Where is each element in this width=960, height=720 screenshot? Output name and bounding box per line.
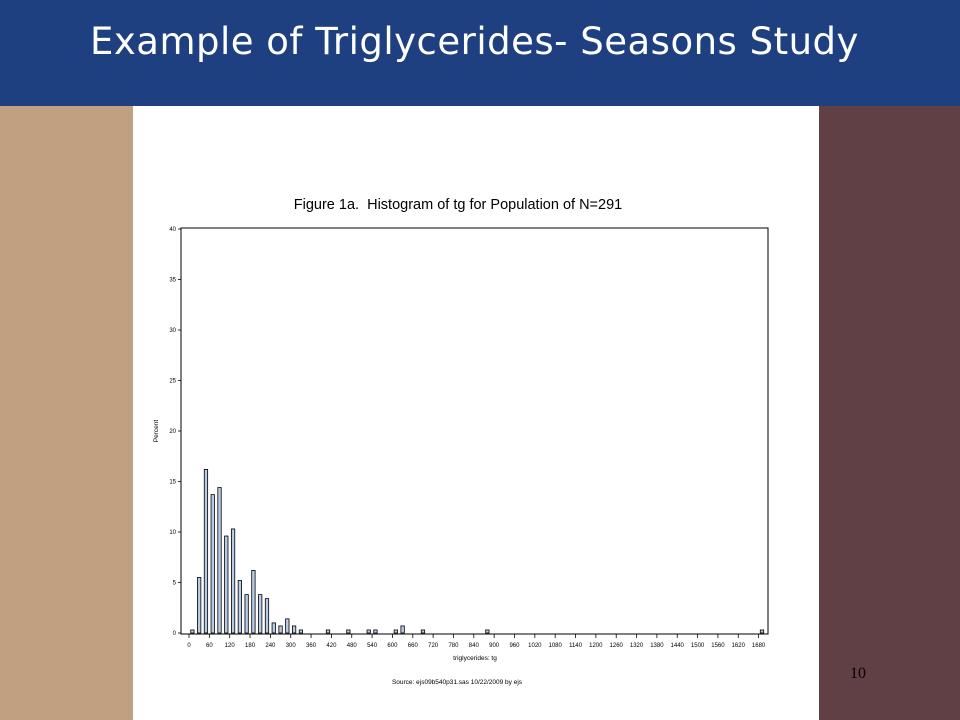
histogram-bar: [251, 569, 256, 634]
histogram-bar: [373, 629, 378, 634]
histogram-bar: [224, 535, 229, 634]
x-tick-label: 1200: [589, 643, 603, 649]
x-tick-label: 900: [489, 643, 500, 649]
histogram-bar: [203, 468, 209, 634]
plot-frame: [180, 227, 769, 635]
x-tick-label: 1680: [752, 643, 766, 649]
x-tick-label: 1620: [732, 643, 746, 649]
histogram-bar: [197, 577, 202, 634]
x-axis-label: triglycerides: tg: [453, 655, 497, 662]
histogram-bar: [759, 629, 765, 634]
histogram-bar: [264, 598, 270, 634]
histogram-bar: [285, 618, 290, 634]
y-tick-label: 35: [169, 278, 176, 284]
x-tick-label: 780: [448, 643, 459, 649]
x-tick-label: 300: [286, 643, 297, 649]
histogram-bar: [393, 629, 398, 634]
histogram-bar: [278, 625, 283, 634]
x-tick-label: 600: [387, 643, 398, 649]
source-footnote: Source: ejs09b540p31.sas 10/22/2009 by e…: [392, 679, 523, 686]
x-tick-label: 60: [206, 643, 213, 649]
histogram-bar: [420, 629, 426, 634]
x-tick-label: 1320: [630, 643, 644, 649]
histogram-bar: [210, 494, 215, 634]
histogram-bar: [217, 487, 222, 634]
y-tick-label: 25: [169, 379, 176, 385]
x-tick-label: 1260: [610, 643, 624, 649]
histogram-bar: [292, 625, 297, 634]
chart-title: Figure 1a. Histogram of tg for Populatio…: [294, 197, 622, 213]
histogram-bar: [346, 629, 351, 634]
right-decorative-panel: [819, 0, 960, 720]
x-tick-label: 1080: [548, 643, 562, 649]
histogram-bar: [485, 629, 490, 634]
x-tick-label: 360: [306, 643, 317, 649]
x-tick-label: 240: [265, 643, 276, 649]
histogram-bar: [271, 622, 276, 634]
histogram-bar: [230, 528, 236, 634]
y-tick-label: 10: [169, 530, 176, 536]
x-tick-label: 720: [428, 643, 439, 649]
y-tick-label: 15: [169, 480, 176, 486]
x-tick-label: 660: [408, 643, 419, 649]
histogram-bar: [244, 594, 249, 634]
y-tick-label: 30: [169, 328, 176, 334]
x-tick-label: 0: [187, 643, 191, 649]
histogram-bar: [237, 580, 242, 634]
left-decorative-panel: [0, 0, 133, 720]
x-tick-label: 120: [225, 643, 236, 649]
histogram-bar: [366, 629, 371, 634]
x-tick-label: 960: [509, 643, 520, 649]
y-tick-label: 0: [173, 631, 177, 637]
title-bar: Example of Triglycerides- Seasons Study: [0, 0, 960, 106]
y-tick-label: 5: [173, 581, 177, 587]
x-tick-label: 840: [469, 643, 480, 649]
slide-title: Example of Triglycerides- Seasons Study: [90, 20, 859, 63]
histogram-bar: [325, 629, 331, 634]
x-tick-label: 1020: [528, 643, 542, 649]
histogram-bar: [190, 629, 195, 634]
histogram-bar: [258, 594, 263, 634]
y-tick-label: 20: [169, 429, 176, 435]
x-tick-label: 420: [326, 643, 337, 649]
histogram-bar: [400, 625, 405, 634]
x-tick-label: 180: [245, 643, 256, 649]
x-tick-label: 1500: [691, 643, 705, 649]
histogram-bar: [298, 629, 303, 634]
x-tick-label: 540: [367, 643, 378, 649]
x-tick-label: 1440: [671, 643, 685, 649]
x-tick-label: 1560: [711, 643, 725, 649]
y-axis-label: Percent: [153, 420, 160, 443]
x-tick-label: 480: [347, 643, 358, 649]
page-number: 10: [850, 665, 866, 682]
x-tick-label: 1380: [650, 643, 664, 649]
y-tick-label: 40: [169, 227, 176, 233]
x-tick-label: 1140: [569, 643, 583, 649]
